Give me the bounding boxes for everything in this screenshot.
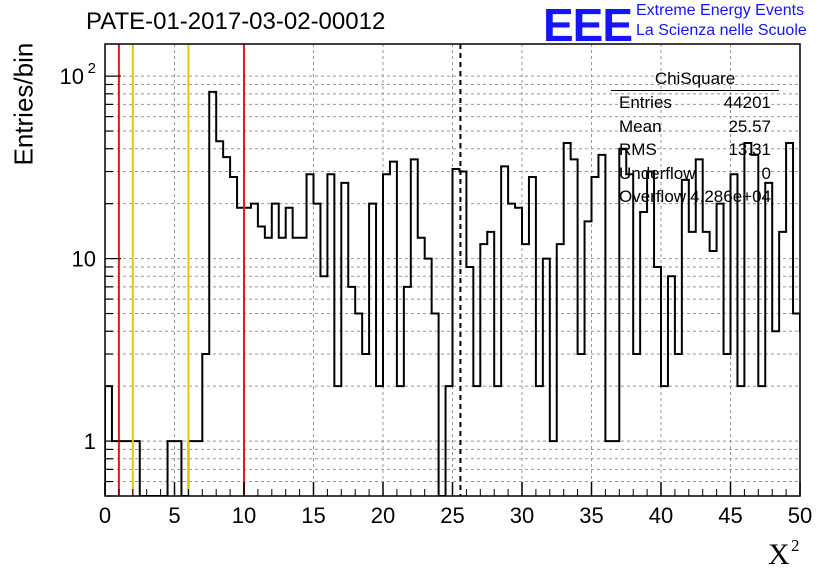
stats-mean-value: 25.57 (728, 116, 771, 136)
x-tick-label: 50 (788, 503, 812, 528)
stats-underflow-label: Underflow (619, 163, 696, 183)
y-tick-label: 10 (60, 64, 84, 89)
chart-title: PATE-01-2017-03-02-00012 (86, 8, 386, 35)
stats-box: ChiSquare Entries 44201 Mean 25.57 RMS 1… (611, 68, 779, 209)
stats-rms-value: 13.31 (728, 140, 771, 160)
stats-overflow-label: Overflow (619, 187, 687, 207)
logo-line-2: La Scienza nelle Scuole (636, 22, 807, 39)
x-tick-label: 0 (99, 503, 111, 528)
histogram-series (105, 90, 800, 496)
stats-entries-row: Entries 44201 (611, 91, 779, 115)
y-tick-label: 10 (72, 247, 96, 272)
x-tick-label: 30 (510, 503, 534, 528)
y-tick-label: 1 (84, 429, 96, 454)
x-tick-label: 45 (718, 503, 742, 528)
x-axis-label: X (768, 538, 790, 571)
x-tick-label: 5 (168, 503, 180, 528)
stats-rms-row: RMS 13.31 (611, 138, 779, 162)
stats-entries-value: 44201 (723, 93, 771, 112)
x-tick-label: 40 (649, 503, 673, 528)
x-tick-label: 15 (301, 503, 325, 528)
stats-overflow-value: 4.286e+04 (690, 187, 771, 207)
x-tick-label: 10 (232, 503, 256, 528)
eee-logo: EEE (543, 0, 633, 51)
stats-overflow-row: Overflow 4.286e+04 (611, 185, 779, 209)
stats-rms-label: RMS (619, 140, 657, 160)
stats-entries-label: Entries (619, 93, 672, 112)
x-tick-label: 25 (440, 503, 464, 528)
x-tick-label: 20 (371, 503, 395, 528)
stats-title: ChiSquare (611, 68, 779, 91)
stats-underflow-row: Underflow 0 (611, 162, 779, 186)
stats-mean-row: Mean 25.57 (611, 115, 779, 139)
y-axis-label: Entries/bin (8, 42, 39, 166)
stats-underflow-value: 0 (761, 163, 771, 183)
logo-line-1: Extreme Energy Events (636, 2, 805, 19)
x-axis-label-exponent: 2 (791, 536, 800, 555)
x-tick-label: 35 (579, 503, 603, 528)
stats-mean-label: Mean (619, 116, 662, 136)
y-tick-label-exponent: 2 (88, 60, 96, 77)
